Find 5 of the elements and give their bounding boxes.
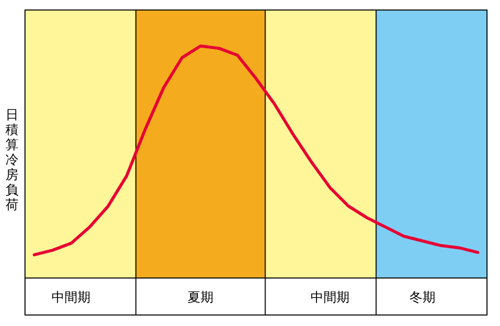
x-tick-label: 中間期 <box>310 290 350 306</box>
x-tick-label: 夏期 <box>188 290 214 306</box>
x-tick-label: 中間期 <box>52 290 91 306</box>
x-tick-label: 冬期 <box>409 290 436 306</box>
y-axis-title: 日積算冷房負荷 <box>6 108 18 213</box>
